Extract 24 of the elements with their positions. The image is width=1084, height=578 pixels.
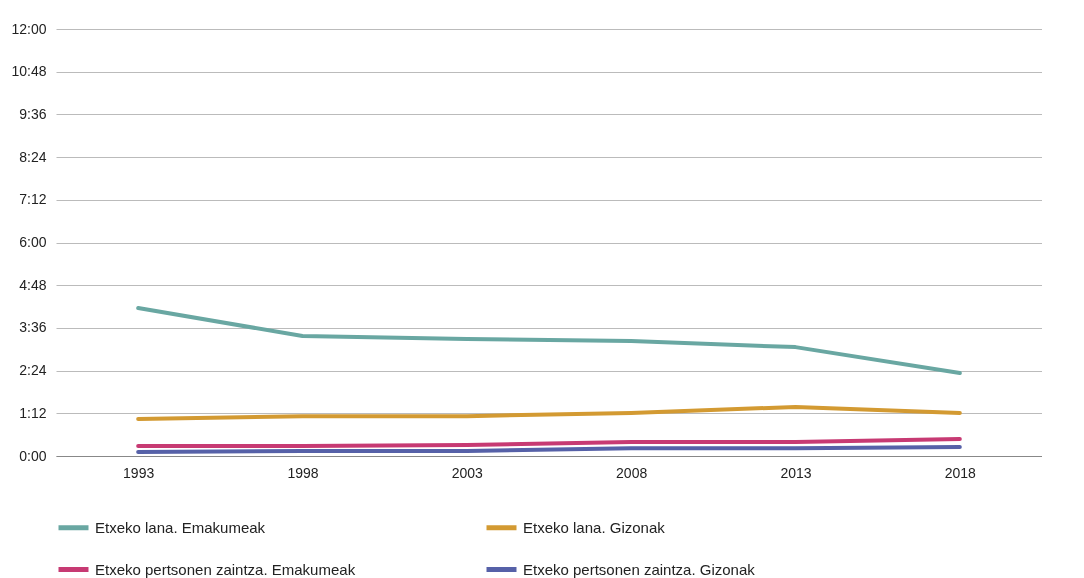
line-series [136, 404, 962, 421]
y-tick-label: 2:24 [19, 362, 47, 379]
x-tick-label: 1998 [287, 464, 319, 481]
legend-label: Etxeko lana. Gizonak [523, 518, 666, 536]
y-tick-label: 10:48 [11, 63, 47, 80]
x-tick-label: 2018 [944, 464, 977, 481]
x-tick-label: 2008 [616, 464, 648, 481]
y-tick-label: 3:36 [19, 319, 47, 336]
legend-label: Etxeko lana. Emakumeak [95, 518, 266, 536]
line-series [136, 436, 962, 449]
y-tick-label: 12:00 [11, 20, 47, 37]
y-tick-label: 9:36 [19, 105, 47, 122]
y-tick-label: 7:12 [19, 191, 47, 208]
x-tick-label: 1993 [123, 464, 155, 481]
legend-label: Etxeko pertsonen zaintza. Gizonak [523, 560, 756, 578]
y-tick-label: 0:00 [19, 447, 47, 464]
line-series [136, 305, 962, 376]
y-tick-label: 4:48 [19, 276, 47, 293]
legend-label: Etxeko pertsonen zaintza. Emakumeak [95, 560, 356, 578]
x-tick-label: 2003 [451, 464, 484, 481]
y-tick-label: 1:12 [19, 404, 47, 421]
y-tick-label: 8:24 [19, 148, 47, 165]
x-tick-label: 2013 [780, 464, 812, 481]
y-tick-label: 6:00 [19, 234, 47, 250]
